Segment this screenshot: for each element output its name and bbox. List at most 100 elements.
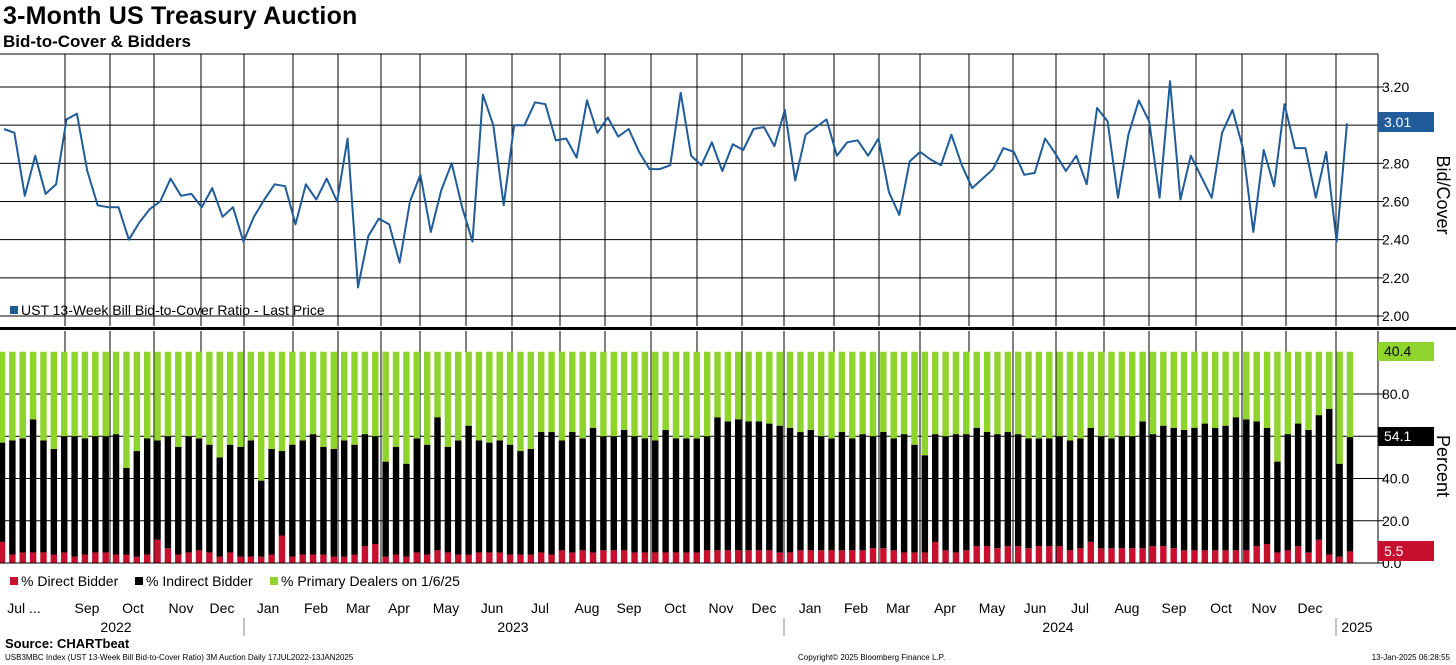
bar-dealers	[102, 351, 109, 437]
bar-indirect	[444, 446, 452, 553]
bar-dealers	[932, 351, 939, 435]
top-y-tick-label: 3.20	[1382, 79, 1409, 95]
bar-dealers	[351, 351, 358, 445]
bar-dealers	[403, 351, 410, 464]
bar-dealers	[838, 351, 846, 433]
bar-direct	[900, 552, 908, 563]
bar-dealers	[652, 351, 659, 441]
bar-direct	[776, 552, 783, 563]
bar-dealers	[703, 351, 711, 437]
footer-timestamp: 13-Jan-2025 06:28:55	[1371, 653, 1450, 662]
bar-dealers	[994, 351, 1001, 435]
bar-indirect	[9, 440, 16, 555]
x-axis: Jul ... Sep Oct Nov Dec Jan Feb Mar Apr May Jun Jul…	[7, 600, 1373, 636]
x-month-label: Nov	[1252, 600, 1277, 616]
bar-direct	[1149, 546, 1157, 563]
bar-indirect	[206, 444, 213, 553]
bar-direct	[610, 550, 617, 563]
bottom-y-tick-label: 20.0	[1382, 513, 1409, 529]
bar-indirect	[1066, 440, 1074, 551]
bar-direct	[403, 556, 410, 563]
x-month-label: May	[979, 600, 1005, 616]
bar-dealers	[807, 351, 815, 430]
bar-indirect	[579, 438, 586, 551]
bar-dealers	[1046, 351, 1053, 439]
bar-direct	[1118, 548, 1126, 563]
bar-indirect	[237, 446, 244, 557]
x-month-label: Dec	[1298, 600, 1323, 616]
bar-indirect	[413, 438, 420, 553]
bar-direct	[1108, 548, 1115, 563]
x-month-label: Oct	[1210, 600, 1232, 616]
bar-indirect	[216, 457, 223, 557]
bar-dealers	[372, 351, 379, 437]
bar-indirect	[455, 440, 462, 555]
bar-dealers	[1129, 351, 1136, 437]
bar-dealers	[1243, 351, 1250, 420]
bar-dealers	[299, 351, 306, 441]
bar-direct	[828, 550, 835, 563]
bar-indirect	[1014, 434, 1022, 547]
bar-direct	[1294, 546, 1302, 563]
bar-indirect	[942, 436, 949, 551]
bar-indirect	[1336, 463, 1343, 557]
bar-direct	[589, 552, 597, 563]
bar-direct	[517, 554, 524, 563]
bar-indirect	[1232, 417, 1240, 551]
bar-dealers	[776, 351, 783, 426]
bar-indirect	[537, 432, 545, 553]
x-month-label: Nov	[169, 600, 194, 616]
bar-indirect	[755, 421, 763, 551]
badge-indirect: 54.1	[1378, 427, 1434, 446]
bar-dealers	[620, 351, 628, 430]
bar-indirect	[1056, 436, 1063, 547]
bar-indirect	[434, 417, 441, 551]
bar-direct	[392, 554, 400, 563]
badge-dealers: 40.4	[1378, 342, 1434, 361]
bar-direct	[880, 548, 887, 563]
bar-direct	[1129, 548, 1136, 563]
bar-indirect	[71, 436, 78, 557]
bar-dealers	[693, 351, 700, 439]
bar-dealers	[1056, 351, 1063, 437]
bar-indirect	[1170, 427, 1177, 549]
bar-indirect	[1294, 423, 1302, 547]
x-month-label: Aug	[1115, 600, 1140, 616]
bar-direct	[423, 554, 431, 563]
bar-dealers	[662, 351, 669, 430]
bar-indirect	[496, 440, 503, 553]
bar-direct	[963, 550, 970, 563]
bar-direct	[226, 552, 234, 563]
legend-swatch-dealers	[270, 577, 278, 585]
bar-dealers	[1149, 351, 1157, 435]
x-month-label: Jun	[481, 600, 504, 616]
x-month-label: Dec	[210, 600, 235, 616]
legend-label-direct: % Direct Bidder	[21, 573, 119, 589]
bar-indirect	[268, 448, 275, 555]
bar-dealers	[71, 351, 78, 437]
bar-direct	[206, 552, 213, 563]
bar-dealers	[237, 351, 244, 447]
bar-direct	[258, 556, 265, 563]
bar-indirect	[1129, 436, 1136, 549]
bar-indirect	[1149, 434, 1157, 547]
bar-indirect	[465, 425, 472, 555]
bar-indirect	[527, 448, 535, 555]
bar-dealers	[444, 351, 452, 447]
bar-indirect	[994, 434, 1001, 549]
x-month-label: Aug	[575, 600, 600, 616]
bar-direct	[724, 550, 732, 563]
bar-direct	[1243, 550, 1250, 563]
bar-indirect	[558, 440, 566, 551]
bar-indirect	[247, 440, 255, 557]
bar-dealers	[434, 351, 441, 418]
bar-indirect	[1046, 438, 1053, 547]
bar-dealers	[123, 351, 130, 468]
bar-dealers	[859, 351, 866, 435]
bar-indirect	[1118, 436, 1126, 549]
x-month-label: Apr	[934, 600, 956, 616]
bar-dealers	[672, 351, 680, 439]
bar-direct	[1346, 551, 1354, 563]
bar-indirect	[81, 438, 89, 555]
